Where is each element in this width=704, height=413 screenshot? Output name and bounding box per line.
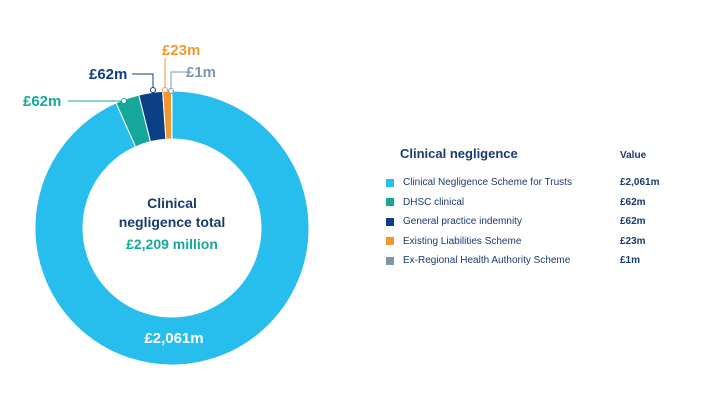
legend-value-header: Value (620, 150, 647, 161)
legend-item: General practice indemnity £62m (386, 212, 676, 232)
center-total-value: £2,209 million (126, 236, 218, 252)
legend-item: Clinical Negligence Scheme for Trusts £2… (386, 173, 676, 193)
legend-item-label: Existing Liabilities Scheme (403, 235, 522, 247)
legend-item-label: General practice indemnity (403, 216, 522, 228)
center-line-1: Clinical (147, 195, 197, 211)
donut-slice-0 (34, 90, 310, 366)
legend-item-value: £1m (620, 255, 641, 267)
legend-item-value: £23m (620, 235, 646, 247)
callout-leader-gp (132, 73, 154, 90)
slice-callouts: £62m £62m £23m £1m (23, 42, 216, 110)
legend-item-value: £62m (620, 216, 646, 228)
legend-header: Clinical negligence Value (386, 146, 676, 161)
callout-leader-rha (170, 71, 186, 91)
legend-item-value: £2,061m (620, 177, 660, 189)
legend-title: Clinical negligence (400, 146, 518, 161)
legend-swatch (386, 198, 394, 207)
callout-label-dhsc: £62m (23, 93, 61, 110)
legend-item: Existing Liabilities Scheme £23m (386, 232, 676, 252)
legend-item-label: DHSC clinical (403, 196, 465, 208)
legend-item-label: Clinical Negligence Scheme for Trusts (403, 177, 572, 189)
legend-item-label: Ex-Regional Health Authority Scheme (403, 255, 571, 267)
legend-item: DHSC clinical £62m (386, 193, 676, 213)
callout-label-rha: £1m (186, 64, 216, 81)
callout-label-els: £23m (162, 42, 200, 59)
callout-dot-els (162, 87, 168, 93)
legend-swatch (386, 237, 394, 246)
callout-label-gp: £62m (89, 66, 127, 83)
legend-swatch (386, 256, 394, 265)
donut-slices (34, 90, 310, 366)
legend-item: Ex-Regional Health Authority Scheme £1m (386, 251, 676, 271)
callout-dot-rha (168, 88, 174, 94)
legend-item-value: £62m (620, 196, 646, 208)
legend-swatch (386, 178, 394, 187)
legend-swatch (386, 217, 394, 226)
center-line-2: negligence total (119, 214, 226, 230)
legend: Clinical negligence Value Clinical Negli… (386, 146, 676, 271)
callout-dot-dhsc (121, 98, 127, 104)
slice-label-cnst: £2,061m (144, 330, 203, 347)
callout-dot-gp (150, 87, 156, 93)
